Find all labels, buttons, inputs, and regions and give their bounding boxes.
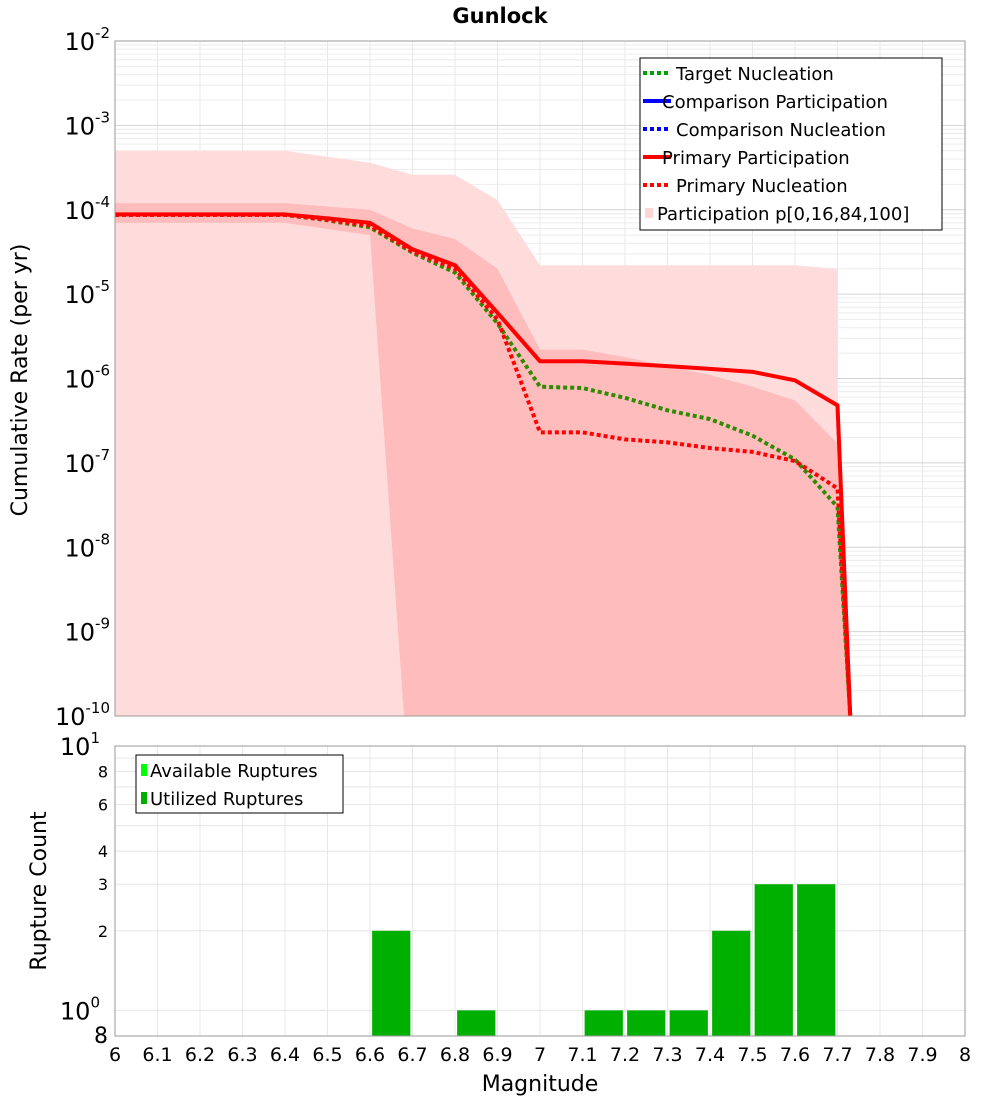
participation-band-inner xyxy=(115,203,851,716)
rupture-bar xyxy=(372,930,411,1036)
top-y-tick-label: 10-6 xyxy=(64,362,110,394)
bottom-y-tick-major: 101 xyxy=(60,729,100,761)
x-tick-label: 7.4 xyxy=(695,1044,725,1066)
x-tick-label: 6.2 xyxy=(185,1044,215,1066)
x-axis-label: Magnitude xyxy=(482,1072,599,1097)
rupture-bar xyxy=(797,884,836,1036)
x-tick-label: 6.8 xyxy=(440,1044,470,1066)
top-y-tick-label: 10-2 xyxy=(64,24,110,56)
bottom-legend: Available Ruptures Utilized Ruptures xyxy=(135,754,344,814)
legend-bar-swatch xyxy=(141,792,147,804)
top-y-tick-labels: 10-2 10-3 10-4 10-5 10-6 10-7 10-8 10-9 10-10 xyxy=(55,24,110,731)
legend-label: Target Nucleation xyxy=(675,64,834,85)
x-tick-label: 7 xyxy=(534,1044,546,1066)
bottom-plot-frame xyxy=(114,745,966,1037)
x-tick-label: 7.2 xyxy=(610,1044,640,1066)
legend-bar-swatch xyxy=(141,764,147,776)
x-tick-label: 7.3 xyxy=(652,1044,682,1066)
bottom-y-tick-minor: 2 xyxy=(98,922,108,941)
series-lines xyxy=(115,212,853,717)
x-tick-label: 6.1 xyxy=(142,1044,172,1066)
top-legend-box xyxy=(639,57,943,231)
x-tick-label: 6.6 xyxy=(355,1044,385,1066)
rupture-bar xyxy=(669,1010,708,1036)
top-plot-frame xyxy=(114,40,966,717)
bottom-y-tick-major: 100 xyxy=(60,993,100,1025)
x-tick-label: 7.9 xyxy=(907,1044,937,1066)
bottom-legend-box xyxy=(135,754,344,814)
top-y-tick-label: 10-5 xyxy=(64,277,110,309)
top-legend: Target Nucleation Comparison Participatio… xyxy=(639,57,943,231)
x-tick-label: 7.6 xyxy=(780,1044,810,1066)
legend-label: Comparison Participation xyxy=(662,92,888,113)
x-tick-label: 6.4 xyxy=(270,1044,300,1066)
rupture-bar xyxy=(584,1010,623,1036)
x-tick-label: 6 xyxy=(109,1044,121,1066)
bottom-y-tick-minor: 4 xyxy=(98,842,108,861)
top-y-tick-label: 10-4 xyxy=(64,193,110,225)
bottom-y-tick-edge: 8 xyxy=(94,1024,108,1049)
x-tick-label: 6.7 xyxy=(397,1044,427,1066)
x-tick-label: 7.5 xyxy=(737,1044,767,1066)
series-primary-participation xyxy=(115,212,853,717)
legend-band-swatch xyxy=(645,208,653,218)
series-primary-nucleation xyxy=(115,212,853,717)
bottom-y-tick-minor: 6 xyxy=(98,796,108,815)
top-y-axis-label: Cumulative Rate (per yr) xyxy=(8,244,33,517)
x-tick-label: 7.8 xyxy=(865,1044,895,1066)
participation-bands xyxy=(115,150,851,716)
x-tick-labels: 6 6.1 6.2 6.3 6.4 6.5 6.6 6.7 6.8 6.9 7 7.1 7.2 7.3 7.… xyxy=(109,1044,971,1066)
legend-label: Participation p[0,16,84,100] xyxy=(657,204,909,225)
top-y-tick-label: 10-3 xyxy=(64,108,110,140)
legend-label: Primary Participation xyxy=(662,148,850,169)
legend-label: Available Ruptures xyxy=(150,761,318,782)
top-y-tick-label: 10-7 xyxy=(64,446,110,478)
rupture-bar xyxy=(457,1010,496,1036)
x-tick-label: 6.3 xyxy=(227,1044,257,1066)
x-tick-label: 7.1 xyxy=(567,1044,597,1066)
x-tick-label: 6.5 xyxy=(312,1044,342,1066)
rupture-bars xyxy=(372,884,836,1036)
bottom-y-tick-minor: 3 xyxy=(98,875,108,894)
rupture-bar xyxy=(712,930,751,1036)
top-y-tick-label: 10-8 xyxy=(64,530,110,562)
top-y-tick-label: 10-10 xyxy=(55,699,110,731)
x-tick-label: 8 xyxy=(959,1044,971,1066)
rupture-bar xyxy=(754,884,793,1036)
chart-title: Gunlock xyxy=(452,4,548,28)
rupture-bar xyxy=(627,1010,666,1036)
x-tick-label: 7.7 xyxy=(822,1044,852,1066)
legend-label: Primary Nucleation xyxy=(676,176,848,197)
x-tick-label: 6.9 xyxy=(482,1044,512,1066)
top-y-tick-label: 10-9 xyxy=(64,615,110,647)
bottom-y-axis-label: Rupture Count xyxy=(27,811,52,971)
legend-label: Utilized Ruptures xyxy=(150,789,303,810)
bottom-y-tick-minor: 8 xyxy=(98,763,108,782)
legend-label: Comparison Nucleation xyxy=(676,120,886,141)
